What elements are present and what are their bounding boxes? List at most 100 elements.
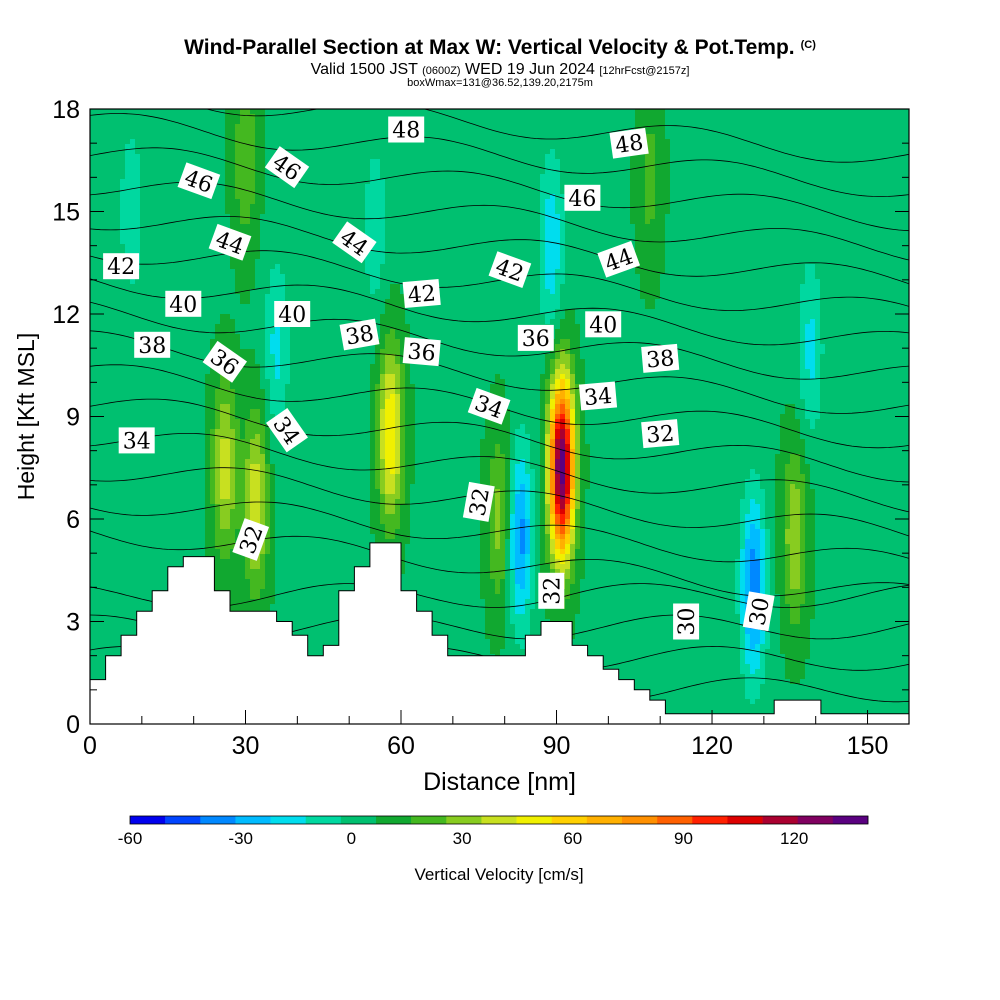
contour-label: 42 (488, 251, 532, 288)
y-axis-label: Height [Kft MSL] (13, 333, 39, 500)
x-tick-label: 150 (847, 732, 889, 760)
contour-label-text: 30 (675, 608, 700, 636)
colorbar-swatch (762, 816, 799, 824)
colorbar-swatch (165, 816, 201, 824)
title-text: Wind-Parallel Section at Max W: Vertical… (184, 36, 795, 59)
contour-label-box (467, 387, 511, 425)
x-axis-label: Distance [nm] (423, 768, 576, 796)
contour-label-text: 42 (407, 281, 437, 308)
theta-contour-line (90, 278, 909, 346)
theta-contour-line (90, 501, 909, 563)
chart-subtitle-2: boxWmax=131@36.52,139.20,2175m (0, 77, 1000, 89)
contour-label-text: 40 (589, 313, 617, 338)
contour-label-box (274, 301, 311, 327)
contour-label-box (578, 381, 618, 411)
contour-label-text: 42 (107, 255, 135, 280)
x-tick-label: 60 (387, 732, 415, 760)
terrain-mask (90, 542, 909, 724)
colorbar: -60 -30 0 30 60 90 120 (118, 815, 869, 848)
contour-label: 34 (118, 427, 155, 454)
contour-label-box (742, 591, 775, 632)
colorbar-swatch (797, 816, 834, 824)
colorbar-swatch (130, 816, 166, 824)
colorbar-tick-label: 30 (453, 829, 472, 848)
valid-date: WED 19 Jun 2024 (465, 61, 595, 78)
contour-label: 46 (564, 184, 601, 212)
contour-label: 32 (462, 481, 495, 522)
colorbar-swatch (551, 816, 588, 824)
colorbar-swatch (657, 816, 693, 824)
contour-label: 30 (742, 591, 775, 632)
contour-label: 30 (673, 603, 700, 640)
y-tick-label: 3 (66, 609, 80, 637)
colorbar-swatch (305, 816, 342, 824)
colorbar-tick-label: 0 (347, 829, 356, 848)
forecast-info: [12hrFcst@2157z] (599, 65, 689, 77)
colorbar-swatch (270, 816, 307, 824)
contour-label: 32 (641, 419, 680, 449)
contour-label-box (517, 324, 554, 351)
contour-label: 48 (609, 127, 649, 159)
colorbar-swatch (516, 816, 553, 824)
contour-label: 34 (578, 381, 618, 411)
contour-label: 46 (177, 162, 221, 200)
contour-label-text: 36 (522, 327, 550, 352)
contour-label-text: 48 (392, 119, 420, 144)
colorbar-tick-label: 60 (563, 829, 582, 848)
contour-label: 38 (134, 331, 171, 359)
theta-contour-line (90, 467, 909, 537)
contour-label-box (339, 318, 380, 351)
contour-label-box (641, 343, 680, 373)
y-tick-label: 12 (52, 301, 80, 329)
contour-label-text: 36 (407, 339, 437, 366)
contour-label: 48 (388, 116, 425, 144)
colorbar-swatch (340, 816, 377, 824)
theta-contour-line (90, 147, 909, 232)
contour-label-box (488, 251, 532, 288)
contour-label-box (402, 278, 441, 309)
theta-contour-line (90, 216, 909, 285)
theta-contour-line (90, 301, 909, 380)
colorbar-tick-label: -30 (228, 829, 253, 848)
contour-label: 44 (208, 223, 252, 261)
contour-label: 34 (467, 387, 511, 425)
contour-label-text: 38 (344, 321, 376, 350)
contour-label-box (165, 290, 202, 317)
contour-label-box (177, 162, 221, 200)
colorbar-frame (129, 815, 869, 825)
contour-label-box (609, 127, 649, 159)
contour-label-box (118, 427, 155, 454)
contour-label-box (202, 340, 248, 383)
contour-label-box (462, 481, 495, 522)
contour-label: 42 (402, 278, 441, 309)
colorbar-label: Vertical Velocity [cm/s] (414, 865, 583, 884)
colorbar-swatch (832, 816, 869, 824)
contour-label: 36 (517, 324, 554, 352)
colorbar-swatch (692, 816, 728, 824)
contour-label-text: 32 (645, 421, 675, 448)
colorbar-swatch (727, 816, 763, 824)
y-tick-label: 9 (66, 404, 80, 432)
contour-label-text: 30 (745, 596, 774, 628)
colorbar-tick-label: -60 (118, 829, 143, 848)
x-tick-label: 120 (691, 732, 733, 760)
contour-label: 40 (165, 290, 202, 318)
contour-label-box (388, 116, 425, 143)
colorbar-swatch (235, 816, 271, 824)
y-tick-label: 0 (66, 711, 80, 739)
theta-contour-line (90, 113, 909, 197)
contour-label-text: 38 (645, 346, 675, 373)
contour-label-text: 48 (614, 130, 645, 159)
colorbar-swatch (376, 816, 412, 824)
contour-label-text: 40 (169, 293, 197, 318)
contour-label: 36 (402, 337, 441, 367)
contour-label-box (564, 184, 601, 211)
contour-label-box (673, 603, 700, 640)
colorbar-swatch (446, 816, 482, 824)
contour-label-text: 40 (278, 303, 306, 328)
contour-label: 32 (538, 572, 565, 609)
